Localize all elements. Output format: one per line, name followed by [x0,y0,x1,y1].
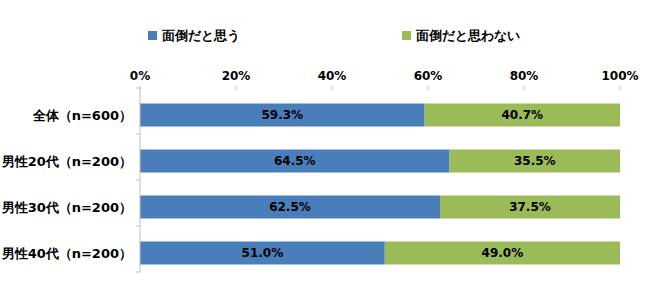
data-label: 62.5% [269,200,311,214]
legend-swatch [402,31,411,40]
category-separator [136,226,140,227]
bar-segment [450,150,620,173]
bars [140,104,620,265]
category-separator [136,88,140,89]
x-tick-label: 60% [414,69,443,83]
category-label: 男性40代（n=200） [1,246,132,261]
x-tick-label: 20% [222,69,251,83]
bar-segment [140,104,425,127]
data-label: 49.0% [482,246,524,260]
data-label: 64.5% [274,154,316,168]
bar-segment [425,104,620,127]
data-labels: 59.3% 40.7% 64.5% 35.5% 62.5% 37.5% 51.0% 49.0% [242,108,556,260]
data-label: 40.7% [501,108,543,122]
bar-segment [140,242,385,265]
x-tick [620,86,621,90]
x-tick [524,86,525,90]
chart-container: 面倒だと思う 面倒だと思わない 0% 20% 40% 60% 80% 100% 59.3% 40.… [0,0,650,287]
category-separator [136,180,140,181]
category-separator [136,134,140,135]
data-label: 35.5% [514,154,556,168]
legend-label: 面倒だと思う [161,28,240,43]
x-tick-label: 80% [510,69,539,83]
category-label: 男性20代（n=200） [1,154,132,169]
chart-svg: 面倒だと思う 面倒だと思わない 0% 20% 40% 60% 80% 100% 59.3% 40.… [0,0,650,287]
legend-swatch [148,31,157,40]
data-label: 59.3% [261,108,303,122]
legend-label: 面倒だと思わない [415,28,520,43]
x-tick [332,86,333,90]
data-label: 51.0% [242,246,284,260]
x-tick-label: 100% [601,69,638,83]
bar-segment [385,242,620,265]
data-label: 37.5% [509,200,551,214]
category-label: 男性30代（n=200） [1,200,132,215]
category-label: 全体（n=600） [32,108,132,123]
x-tick-label: 40% [318,69,347,83]
bar-segment [140,150,450,173]
category-separator [136,272,140,273]
x-tick [428,86,429,90]
x-tick-label: 0% [130,69,150,83]
x-tick [236,86,237,90]
bar-segment [440,196,620,219]
bar-segment [140,196,440,219]
